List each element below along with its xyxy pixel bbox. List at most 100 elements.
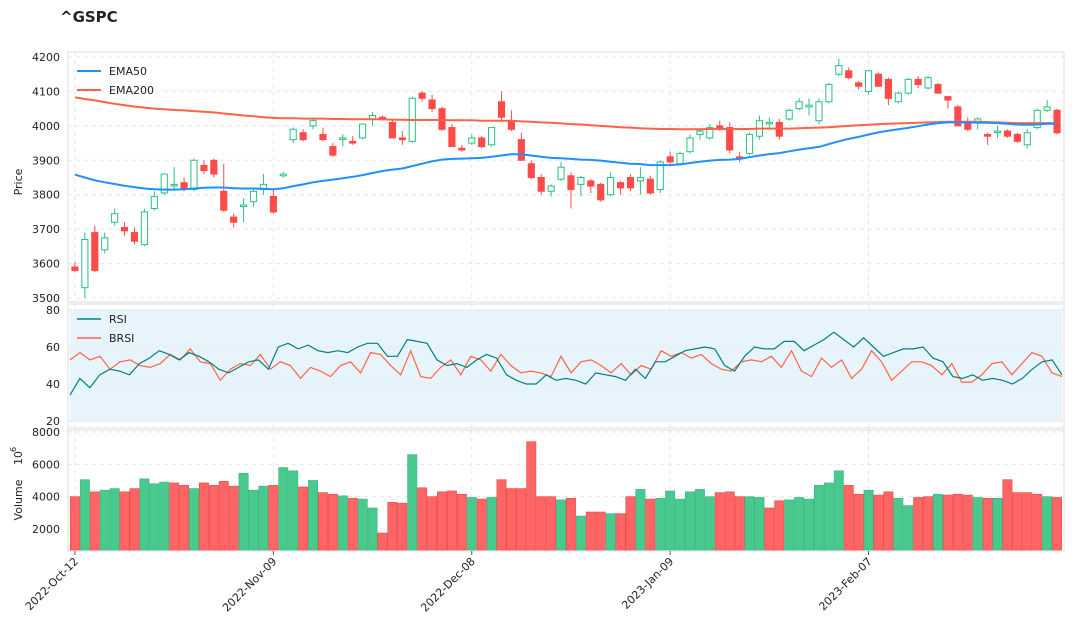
candle-body — [289, 128, 297, 141]
candle — [706, 124, 714, 140]
candle-body — [468, 137, 476, 144]
candle — [795, 98, 803, 111]
volume-bar — [367, 507, 378, 551]
candle-body — [309, 120, 317, 127]
candle-body — [626, 177, 635, 189]
candle-body — [855, 82, 863, 87]
volume-tick-label: 2000 — [32, 523, 60, 536]
candle — [884, 77, 892, 106]
candle-body — [269, 195, 277, 213]
volume-bar — [268, 485, 279, 551]
legend-ema50-label: EMA50 — [109, 65, 147, 78]
candle-body — [934, 84, 942, 94]
candle-body — [329, 146, 337, 156]
rsi-tick-label: 80 — [46, 304, 60, 317]
candle-body — [140, 211, 148, 246]
candle-body — [696, 130, 704, 135]
candle-body — [914, 78, 922, 86]
candle — [527, 160, 535, 180]
volume-bar — [962, 494, 973, 551]
candle — [339, 134, 347, 147]
candle — [845, 67, 853, 80]
volume-bar — [913, 497, 924, 551]
volume-axis-label: Volume 10 6 — [9, 447, 25, 521]
candle — [388, 118, 396, 139]
price-legend: EMA50 EMA200 — [77, 65, 154, 97]
candle-body — [656, 161, 664, 191]
candle-body — [597, 183, 605, 201]
candle — [359, 123, 367, 140]
candle-body — [894, 92, 902, 103]
candle-body — [81, 238, 89, 289]
candle-body — [636, 177, 644, 182]
candle — [805, 98, 813, 116]
volume-bar — [446, 490, 457, 551]
legend-brsi-label: BRSI — [109, 332, 134, 345]
price-tick-label: 4200 — [32, 51, 60, 64]
candle-body — [577, 177, 585, 185]
candle — [855, 81, 863, 90]
candle-body — [805, 104, 813, 108]
x-tick-label: 2022-Oct-12 — [23, 555, 81, 613]
volume-bar — [506, 488, 517, 551]
volume-bar — [694, 489, 705, 551]
x-tick-label: 2022-Dec-08 — [418, 555, 478, 615]
candle — [1043, 100, 1051, 113]
candle — [815, 98, 823, 125]
volume-bar — [70, 496, 80, 551]
volume-bar — [1032, 493, 1043, 551]
candle-body — [339, 137, 347, 140]
volume-bar — [139, 478, 150, 551]
candle — [230, 213, 238, 228]
candle — [964, 117, 972, 132]
candle — [309, 118, 317, 130]
candle — [71, 261, 79, 273]
volume-bar — [992, 497, 1003, 551]
volume-bar — [208, 485, 219, 551]
volume-bar — [565, 497, 576, 551]
candle-body — [1043, 106, 1051, 111]
volume-bar — [288, 470, 299, 551]
x-tick-label: 2023-Feb-07 — [816, 555, 874, 613]
volume-bar — [595, 511, 606, 551]
candle — [269, 189, 277, 214]
volume-bar — [228, 485, 239, 551]
candle — [160, 173, 168, 195]
candle — [864, 70, 873, 95]
candle-body — [101, 237, 109, 251]
volume-bar — [1002, 479, 1013, 551]
candle-body — [388, 121, 396, 139]
volume-bar — [863, 489, 874, 551]
candle — [894, 91, 902, 104]
volume-bar — [774, 500, 785, 551]
candle — [111, 208, 119, 226]
volume-panel-frame — [67, 429, 1065, 552]
rsi-line — [69, 331, 1063, 396]
candle-body — [210, 159, 218, 175]
volume-bar — [308, 480, 319, 551]
candle — [924, 75, 932, 90]
candle-body — [488, 127, 496, 146]
candle — [438, 106, 446, 132]
x-tick-label: 2022-Nov-09 — [220, 555, 279, 614]
ema50-line — [74, 121, 1057, 191]
volume-bar — [298, 486, 309, 551]
volume-bar — [883, 491, 894, 551]
volume-bar — [823, 482, 834, 551]
volume-bar — [942, 494, 953, 551]
candle-body — [458, 147, 466, 151]
candle-body — [924, 77, 932, 89]
volume-bar — [585, 511, 596, 551]
candle — [765, 117, 773, 128]
volume-bar — [218, 481, 229, 551]
candle — [666, 151, 674, 166]
rsi-legend: RSI BRSI — [77, 313, 134, 345]
volume-bar — [258, 485, 269, 551]
candle-body — [497, 101, 506, 118]
candle — [874, 72, 883, 87]
candle — [1053, 108, 1061, 135]
candle-body — [279, 173, 287, 177]
candle-body — [230, 216, 238, 223]
candle-body — [319, 133, 327, 141]
volume-bar — [625, 496, 636, 551]
